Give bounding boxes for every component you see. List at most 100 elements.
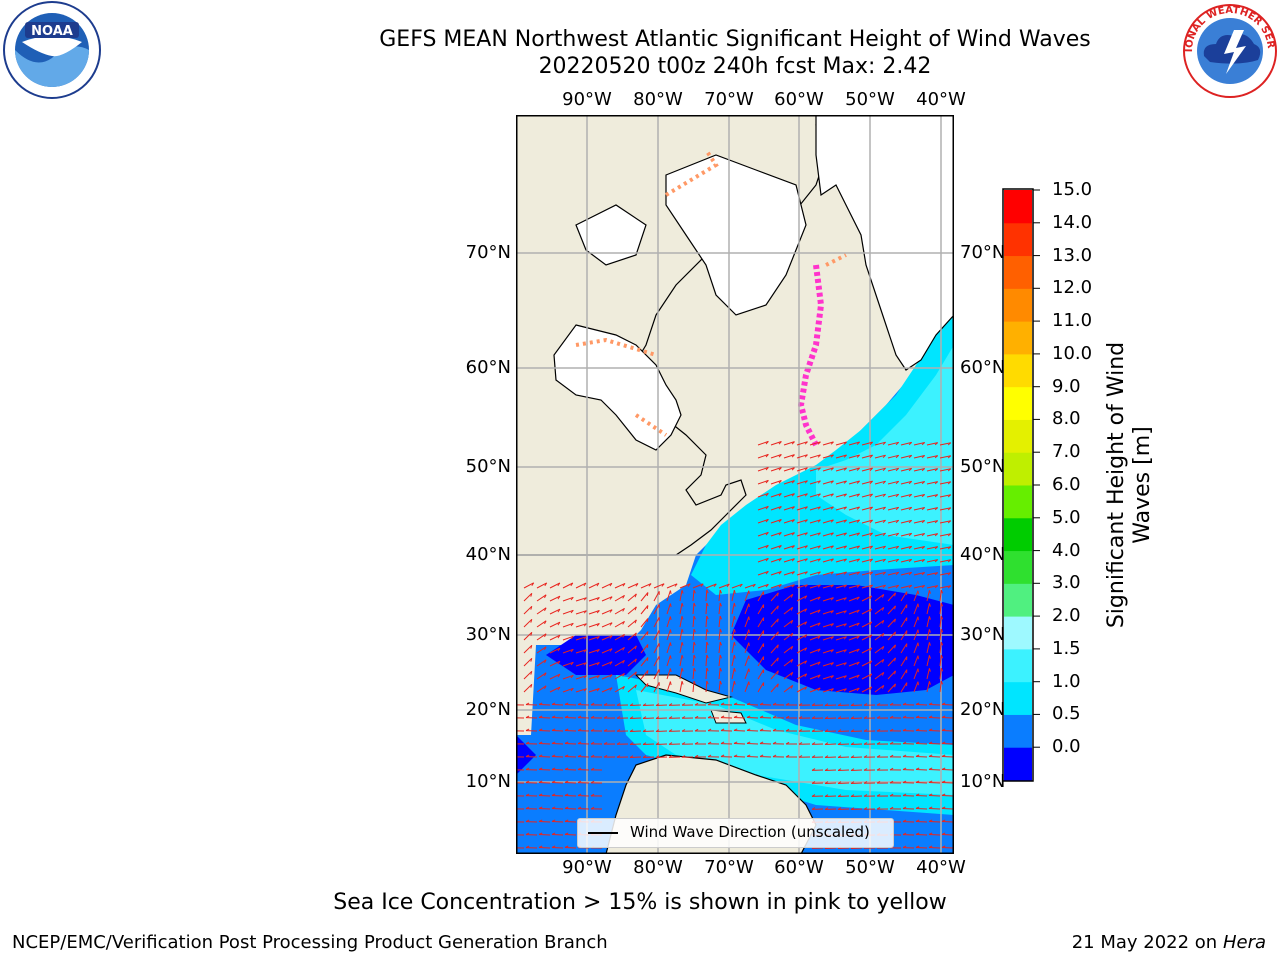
- sea-ice-footnote: Sea Ice Concentration > 15% is shown in …: [333, 890, 947, 915]
- wind-arrow-head: [669, 590, 672, 595]
- wind-arrow-head: [590, 728, 595, 732]
- wind-arrow-head: [681, 742, 686, 745]
- wind-arrow: [900, 584, 912, 589]
- wind-arrow-head: [876, 754, 881, 758]
- wind-arrow-head: [934, 546, 939, 550]
- wind-arrow: [731, 642, 735, 654]
- wind-arrow: [536, 594, 547, 602]
- wind-arrow-head: [733, 642, 736, 646]
- wind-arrow: [601, 661, 613, 667]
- wind-arrow: [575, 662, 587, 667]
- wind-arrow-head: [646, 657, 649, 661]
- wind-arrow: [822, 610, 834, 615]
- wind-arrow-head: [934, 572, 939, 576]
- wind-arrow: [783, 545, 795, 550]
- wind-arrow: [562, 582, 574, 589]
- wind-arrow: [915, 743, 928, 745]
- wind-arrow: [822, 623, 834, 628]
- wind-arrow: [705, 583, 717, 589]
- wind-arrow: [850, 756, 863, 758]
- wind-arrow: [913, 572, 925, 576]
- wind-arrow-head: [577, 793, 582, 797]
- wind-arrow-head: [583, 582, 587, 587]
- wind-arrow: [796, 686, 807, 693]
- wind-arrow-head: [830, 480, 834, 484]
- wind-arrow-head: [811, 742, 816, 745]
- wind-arrow: [523, 657, 533, 667]
- wind-arrow-head: [719, 628, 722, 633]
- wind-arrow-head: [817, 454, 821, 458]
- wind-arrow-head: [538, 845, 543, 848]
- wind-arrow: [653, 591, 660, 602]
- wind-arrow: [900, 519, 912, 524]
- wind-arrow: [822, 454, 834, 459]
- wind-arrow: [941, 821, 954, 823]
- wind-arrow-head: [706, 589, 709, 594]
- wind-arrow: [538, 743, 551, 745]
- wind-arrow-head: [629, 703, 634, 706]
- wind-arrow: [692, 603, 695, 615]
- wind-arrow: [861, 647, 873, 654]
- wind-arrow: [939, 629, 942, 641]
- wind-arrow-head: [915, 819, 920, 822]
- wind-arrow-head: [817, 532, 821, 536]
- wind-arrow-head: [804, 454, 808, 458]
- wind-arrow: [848, 545, 860, 550]
- wind-arrow-head: [947, 494, 952, 498]
- wind-arrow-head: [902, 806, 907, 810]
- wind-arrow-head: [830, 519, 834, 523]
- wind-arrow: [770, 454, 782, 459]
- colorbar-tick-label: 8.0: [1052, 408, 1081, 430]
- wind-arrow-head: [634, 658, 637, 663]
- wind-arrow: [549, 634, 561, 641]
- wind-arrow-head: [843, 675, 847, 679]
- wind-arrow: [941, 769, 954, 771]
- wind-arrow: [887, 519, 899, 524]
- wind-arrow: [601, 609, 613, 615]
- wind-arrow-head: [863, 716, 868, 719]
- wind-arrow-head: [681, 629, 684, 633]
- wind-arrow-head: [719, 615, 722, 620]
- wind-arrow-head: [694, 702, 699, 706]
- colorbar-tick-label: 0.5: [1052, 703, 1081, 725]
- wind-arrow: [770, 519, 782, 524]
- legend-label: Wind Wave Direction (unscaled): [630, 823, 870, 841]
- wind-arrow-head: [824, 807, 829, 810]
- wind-arrow: [824, 847, 837, 849]
- wind-arrow: [837, 717, 850, 719]
- wind-arrow: [939, 468, 951, 472]
- wind-arrow: [900, 480, 912, 485]
- lat-label-left: 60°N: [465, 357, 511, 378]
- wind-arrow: [835, 493, 847, 498]
- wind-arrow: [850, 730, 863, 732]
- wind-arrow-head: [772, 741, 777, 745]
- wind-arrow-head: [869, 480, 873, 484]
- wind-arrow: [601, 635, 613, 641]
- wind-arrow-head: [817, 674, 821, 679]
- wind-arrow-head: [824, 716, 829, 719]
- wind-arrow-head: [646, 631, 649, 635]
- wind-arrow-head: [830, 688, 834, 692]
- wind-arrow: [757, 466, 769, 472]
- wind-arrow-head: [811, 781, 816, 784]
- wind-arrow-head: [530, 658, 533, 662]
- wind-arrow-head: [850, 729, 855, 732]
- wind-arrow-head: [642, 703, 647, 706]
- wind-arrow-head: [622, 686, 625, 690]
- wind-arrow: [666, 681, 671, 693]
- wind-arrow: [837, 704, 850, 706]
- wind-arrow-head: [530, 684, 533, 688]
- wind-arrow-head: [746, 715, 751, 718]
- wind-arrow-head: [824, 755, 829, 758]
- wind-arrow-head: [895, 532, 900, 537]
- wind-arrow-head: [733, 715, 738, 718]
- lon-label-top: 60°W: [774, 89, 824, 110]
- wind-arrow-head: [908, 572, 913, 576]
- wind-arrow: [538, 730, 551, 732]
- wind-arrow-head: [746, 741, 751, 744]
- wind-arrow-head: [538, 819, 543, 822]
- wind-arrow: [915, 769, 928, 771]
- wind-arrow: [551, 769, 564, 771]
- wind-arrow: [900, 571, 912, 576]
- wind-arrow: [887, 683, 896, 693]
